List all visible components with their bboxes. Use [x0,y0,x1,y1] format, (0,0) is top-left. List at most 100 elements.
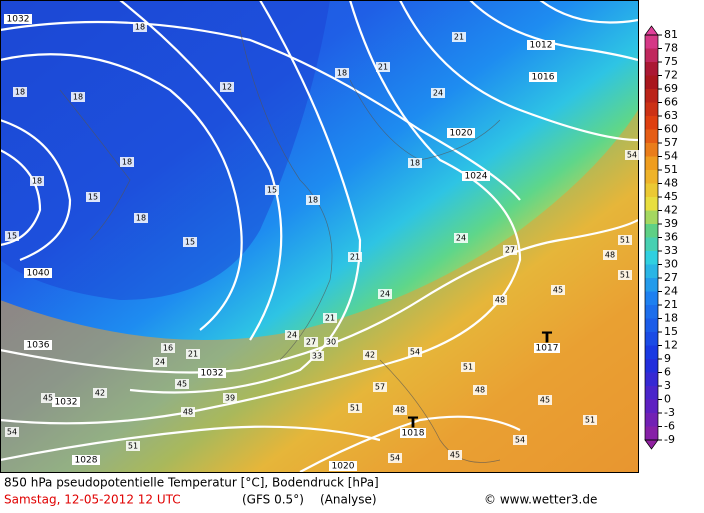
colorbar-segment [645,399,658,413]
temperature-label-box [41,393,55,403]
temperature-label-box [186,349,200,359]
temperature-label: 18 [410,159,420,168]
temperature-label-box [551,285,565,295]
temperature-label: 45 [177,380,187,389]
temperature-label: 48 [475,386,485,395]
temperature-label: 12 [222,83,232,92]
pressure-value-box [534,343,560,353]
isobar-label: 1032 [55,398,78,408]
colorbar-segment [645,183,658,197]
temperature-label-box [513,435,527,445]
colorbar-segment [645,210,658,224]
colorbar-tick-label: 57 [664,136,678,149]
colorbar-segment [645,413,658,427]
temperature-label-box [378,289,392,299]
cold-field [0,0,330,300]
colorbar-tick-label: 48 [664,177,678,190]
temperature-label-box [161,343,175,353]
temperature-label-box [454,233,468,243]
temperature-label-box [618,235,632,245]
isobar-label-box [24,268,52,278]
temperature-label: 24 [155,358,165,367]
temperature-label: 45 [553,286,563,295]
temperature-label-box [306,195,320,205]
temperature-label: 21 [454,33,464,42]
temperature-label: 54 [390,454,400,463]
colorbar-tick-label: 51 [664,163,678,176]
temperature-label-box [538,395,552,405]
colorbar-tick-label: 39 [664,217,678,230]
colorbar-tick-label: 12 [664,339,678,352]
temperature-label-box [175,379,189,389]
temperature-label-box [503,245,517,255]
temperature-label: 51 [620,236,630,245]
pressure-value-box [400,428,426,438]
temperature-label: 18 [135,23,145,32]
isobar-label-box [52,397,80,407]
isobar-label-box [24,340,52,350]
colorbar-tick-label: 78 [664,42,678,55]
coastlines [59,29,501,463]
temperature-label-box [473,385,487,395]
colorbar-tick-label: -3 [664,406,675,419]
temperature-label: 27 [306,338,316,347]
temperature-label-box [376,62,390,72]
colorbar-segment [645,264,658,278]
colorbar-segment [645,62,658,76]
temperature-label-box [181,407,195,417]
temperature-label: 21 [350,253,360,262]
colorbar-tick-label: 0 [664,393,671,406]
temperature-label-box [5,231,19,241]
temperature-label-box [310,351,324,361]
colorbar-segment [645,237,658,251]
colorbar-segment [645,359,658,373]
temperature-label-box [603,250,617,260]
temperature-label: 24 [433,89,443,98]
temperature-label: 45 [540,396,550,405]
colorbar-segment [645,129,658,143]
colorbar-segment [645,75,658,89]
temperature-label: 24 [380,290,390,299]
temperature-label-box [220,82,234,92]
temperature-label: 15 [7,232,17,241]
colorbar-tick-label: 72 [664,69,678,82]
isobar-label-box [4,14,32,24]
footer-run: (Analyse) [320,493,377,507]
temperature-label: 48 [495,296,505,305]
temperature-label: 54 [410,348,420,357]
temperature-label: 54 [7,428,17,437]
temperature-label-box [86,192,100,202]
temperature-label: 33 [312,352,322,361]
temperature-label-box [452,32,466,42]
temperature-label: 54 [627,151,637,160]
isobars [0,0,638,472]
temperature-label-box [448,450,462,460]
colorbar-segment [645,291,658,305]
colorbar-tick-label: 24 [664,285,678,298]
colorbar-tick-label: 21 [664,298,678,311]
temperature-label-box [13,87,27,97]
colorbar-tick-label: 33 [664,244,678,257]
temperature-label-box [408,347,422,357]
temperature-label: 15 [185,238,195,247]
isobar-label: 1020 [332,462,355,472]
temperature-label-box [265,185,279,195]
temperature-label: 42 [95,389,105,398]
temperature-label: 45 [450,451,460,460]
colorbar-tick-label: 75 [664,55,678,68]
isobar-label-box [329,461,357,471]
temperature-label: 21 [378,63,388,72]
isobar-label: 1020 [450,129,473,139]
colorbar-segment [645,89,658,103]
pressure-symbol: T [408,414,419,432]
colorbar-segment [645,143,658,157]
isobar-label-box [198,368,226,378]
temperature-label-box [71,92,85,102]
temperature-label-box [183,237,197,247]
colorbar-tick-label: 15 [664,325,678,338]
temperature-label-box [323,313,337,323]
temperature-label: 18 [73,93,83,102]
footer-model: (GFS 0.5°) [242,493,304,507]
